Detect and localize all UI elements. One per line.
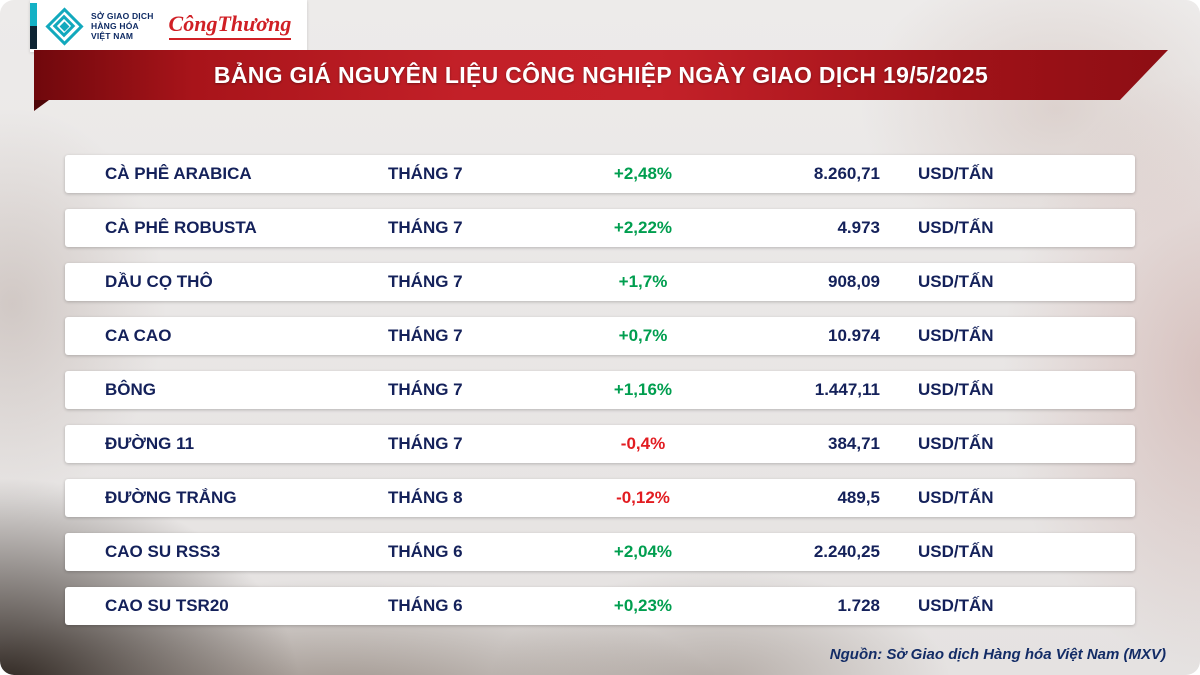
commodity-name: DẦU CỌ THÔ	[105, 272, 213, 291]
contract-month: THÁNG 7	[388, 434, 463, 453]
source-note: Nguồn: Sở Giao dịch Hàng hóa Việt Nam (M…	[829, 646, 1166, 663]
price-unit: USD/TẤN	[918, 326, 994, 345]
mxv-diamond-icon	[44, 6, 84, 46]
commodity-name: CA CAO	[105, 326, 172, 345]
congthuong-logo: CôngThương	[168, 10, 292, 40]
commodity-name: BÔNG	[105, 380, 156, 399]
price-value: 2.240,25	[813, 542, 880, 561]
contract-month: THÁNG 6	[388, 596, 463, 615]
price-unit: USD/TẤN	[918, 272, 994, 291]
page-title: BẢNG GIÁ NGUYÊN LIỆU CÔNG NGHIỆP NGÀY GI…	[213, 61, 989, 88]
title-banner: BẢNG GIÁ NGUYÊN LIỆU CÔNG NGHIỆP NGÀY GI…	[34, 50, 1168, 100]
table-row: ĐƯỜNG 11 THÁNG 7 -0,4% 384,71 USD/TẤN	[65, 425, 1135, 463]
table-row: ĐƯỜNG TRẮNG THÁNG 8 -0,12% 489,5 USD/TẤN	[65, 479, 1135, 517]
change-percent: +2,04%	[613, 542, 673, 561]
price-value: 908,09	[828, 272, 880, 291]
contract-month: THÁNG 7	[388, 272, 463, 291]
commodity-name: CAO SU RSS3	[105, 542, 221, 561]
price-table: CÀ PHÊ ARABICA THÁNG 7 +2,48% 8.260,71 U…	[65, 155, 1135, 641]
contract-month: THÁNG 7	[388, 218, 463, 237]
price-value: 1.447,11	[814, 380, 880, 399]
table-row: CAO SU RSS3 THÁNG 6 +2,04% 2.240,25 USD/…	[65, 533, 1135, 571]
change-percent: -0,12%	[616, 488, 670, 507]
commodity-name: CÀ PHÊ ROBUSTA	[105, 218, 257, 237]
table-row: BÔNG THÁNG 7 +1,16% 1.447,11 USD/TẤN	[65, 371, 1135, 409]
contract-month: THÁNG 7	[388, 380, 463, 399]
table-row: DẦU CỌ THÔ THÁNG 7 +1,7% 908,09 USD/TẤN	[65, 263, 1135, 301]
price-unit: USD/TẤN	[918, 434, 994, 453]
price-value: 8.260,71	[813, 164, 880, 183]
logo-block: SỞ GIAO DỊCH HÀNG HÓA VIỆT NAM CôngThươn…	[30, 0, 308, 52]
price-value: 1.728	[837, 596, 880, 615]
commodity-name: ĐƯỜNG 11	[105, 434, 195, 453]
table-row: CÀ PHÊ ARABICA THÁNG 7 +2,48% 8.260,71 U…	[65, 155, 1135, 193]
contract-month: THÁNG 8	[388, 488, 463, 507]
price-unit: USD/TẤN	[918, 164, 994, 183]
mxv-logo-text: SỞ GIAO DỊCH HÀNG HÓA VIỆT NAM	[91, 10, 154, 41]
commodity-name: CÀ PHÊ ARABICA	[105, 164, 252, 183]
table-row: CA CAO THÁNG 7 +0,7% 10.974 USD/TẤN	[65, 317, 1135, 355]
price-unit: USD/TẤN	[918, 596, 994, 615]
table-row: CÀ PHÊ ROBUSTA THÁNG 7 +2,22% 4.973 USD/…	[65, 209, 1135, 247]
contract-month: THÁNG 7	[388, 164, 463, 183]
price-unit: USD/TẤN	[918, 218, 994, 237]
table-row: CAO SU TSR20 THÁNG 6 +0,23% 1.728 USD/TẤ…	[65, 587, 1135, 625]
change-percent: +2,22%	[613, 218, 673, 237]
commodity-name: ĐƯỜNG TRẮNG	[105, 488, 237, 507]
change-percent: +1,16%	[613, 380, 673, 399]
price-value: 489,5	[837, 488, 880, 507]
logo-stripe	[30, 3, 37, 49]
price-unit: USD/TẤN	[918, 488, 994, 507]
contract-month: THÁNG 6	[388, 542, 463, 561]
commodity-name: CAO SU TSR20	[105, 596, 229, 615]
contract-month: THÁNG 7	[388, 326, 463, 345]
change-percent: +1,7%	[618, 272, 668, 291]
change-percent: -0,4%	[620, 434, 666, 453]
price-value: 4.973	[837, 218, 880, 237]
price-unit: USD/TẤN	[918, 380, 994, 399]
change-percent: +0,23%	[613, 596, 673, 615]
congthuong-logo-text: CôngThương	[168, 10, 292, 36]
congthuong-logo-rule	[168, 37, 292, 40]
ribbon-fold	[34, 100, 49, 111]
change-percent: +0,7%	[618, 326, 668, 345]
change-percent: +2,48%	[613, 164, 673, 183]
price-value: 10.974	[828, 326, 880, 345]
price-value: 384,71	[828, 434, 880, 453]
price-unit: USD/TẤN	[918, 542, 994, 561]
